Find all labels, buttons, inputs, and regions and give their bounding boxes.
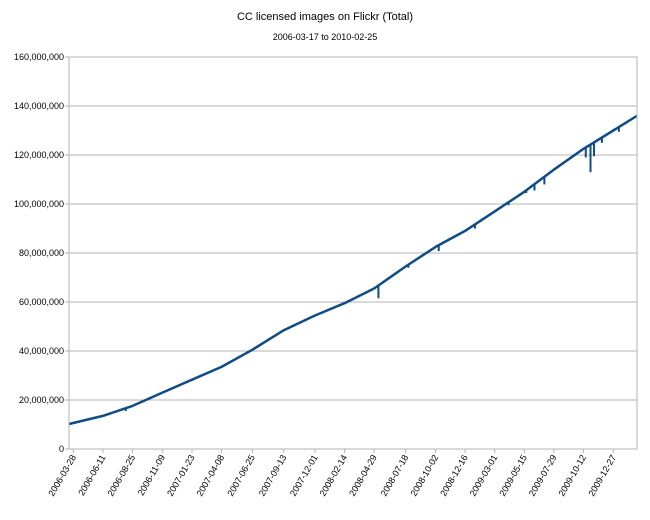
y-tick-label: 60,000,000	[19, 297, 64, 307]
y-tick-label: 40,000,000	[19, 346, 64, 356]
x-tick-label: 2006-08-25	[106, 453, 138, 498]
x-tick-label: 2006-06-11	[76, 453, 107, 497]
x-tick-label: 2008-12-16	[438, 453, 470, 498]
y-tick-label: 0	[59, 444, 64, 454]
y-tick-label: 160,000,000	[14, 52, 64, 62]
x-tick-label: 2008-02-14	[318, 453, 350, 498]
x-axis-ticks: 2006-03-282006-06-112006-08-252006-11-09…	[46, 449, 618, 498]
x-tick-label: 2009-12-27	[586, 453, 618, 498]
x-tick-label: 2009-10-12	[556, 453, 588, 498]
y-tick-label: 140,000,000	[14, 101, 64, 111]
y-tick-label: 20,000,000	[19, 395, 64, 405]
x-tick-label: 2008-07-18	[379, 453, 411, 498]
x-tick-label: 2008-10-02	[409, 453, 441, 498]
chart-subtitle: 2006-03-17 to 2010-02-25	[273, 32, 378, 42]
y-tick-label: 80,000,000	[19, 248, 64, 258]
series-line	[68, 114, 638, 426]
x-tick-label: 2008-04-29	[347, 453, 379, 498]
gridlines	[69, 56, 637, 450]
x-tick-label: 2007-06-25	[225, 453, 257, 498]
x-tick-label: 2009-05-15	[497, 453, 529, 498]
y-tick-label: 100,000,000	[14, 199, 64, 209]
x-tick-label: 2006-11-09	[136, 453, 167, 497]
x-tick-label: 2009-03-01	[468, 453, 500, 498]
x-tick-label: 2009-07-29	[527, 453, 559, 498]
x-tick-label: 2007-01-23	[165, 453, 197, 498]
x-tick-label: 2007-09-13	[257, 453, 289, 498]
x-tick-label: 2007-12-01	[288, 453, 320, 498]
series-layer	[68, 114, 638, 426]
chart-title: CC licensed images on Flickr (Total)	[237, 11, 413, 23]
y-axis-ticks: 0 20,000,000 40,000,000 60,000,000 80,000,00…	[14, 52, 69, 454]
x-tick-label: 2006-03-28	[46, 453, 78, 498]
plot-area	[68, 56, 638, 450]
x-tick-label: 2007-04-08	[195, 453, 227, 498]
y-tick-label: 120,000,000	[14, 150, 64, 160]
